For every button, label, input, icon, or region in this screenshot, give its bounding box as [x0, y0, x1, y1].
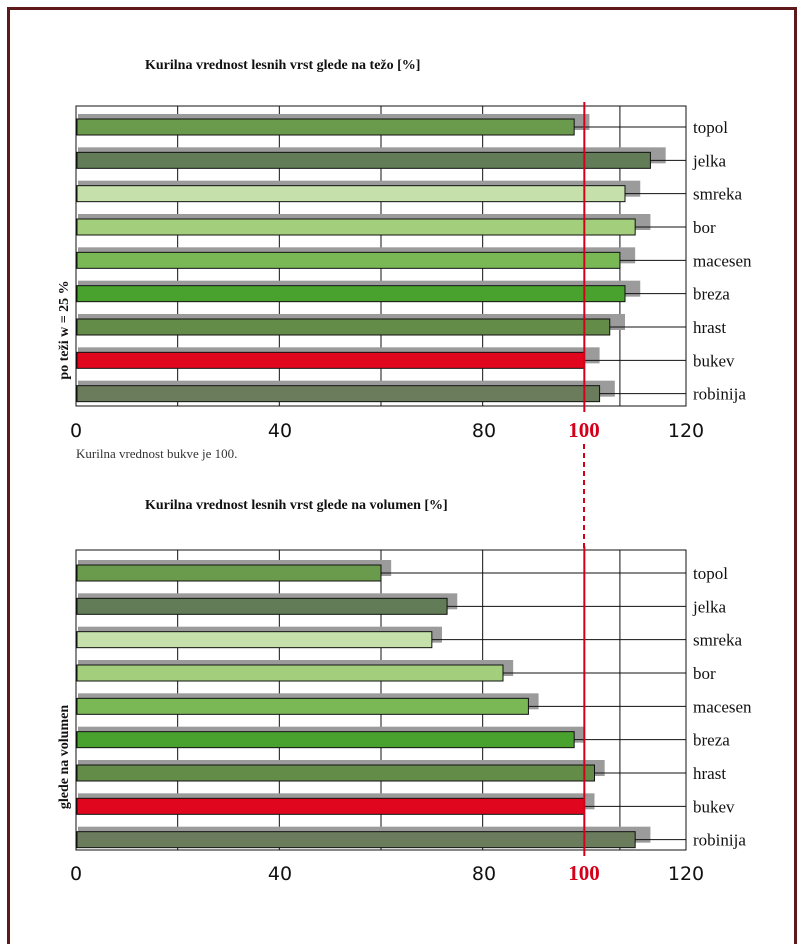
category-label-0-jelka: jelka: [692, 151, 726, 170]
bar-0-breza: [76, 285, 626, 303]
bar-0-macesen: [76, 251, 621, 269]
category-label-1-macesen: macesen: [693, 697, 752, 716]
bar-1-bor: [76, 664, 504, 682]
category-label-1-breza: breza: [693, 731, 730, 750]
category-label-0-bukev: bukev: [693, 351, 735, 370]
bar-0-robinija: [76, 385, 601, 403]
page-frame: [7, 7, 797, 944]
bar-1-robinija: [76, 831, 636, 849]
tick-label-0-0: 0: [70, 420, 82, 442]
bar-0-jelka: [76, 151, 651, 169]
y-axis-label-1: glede na volumen: [57, 705, 72, 809]
category-label-1-robinija: robinija: [693, 831, 746, 850]
bar-0-topol: [76, 118, 575, 136]
tick-label-0-80: 80: [472, 420, 496, 442]
tick-label-0-40: 40: [268, 420, 292, 442]
category-label-1-bor: bor: [693, 664, 716, 683]
tick-label-0-120: 120: [668, 420, 704, 442]
category-label-1-bukev: bukev: [693, 797, 735, 816]
category-label-1-jelka: jelka: [692, 597, 726, 616]
tick-label-1-80: 80: [472, 863, 496, 885]
bar-1-topol: [76, 564, 382, 582]
category-label-0-robinija: robinija: [693, 385, 746, 404]
bar-1-hrast: [76, 764, 595, 782]
bar-1-smreka: [76, 631, 433, 649]
tick-label-1-120: 120: [668, 863, 704, 885]
category-label-0-breza: breza: [693, 285, 730, 304]
category-label-0-topol: topol: [693, 118, 728, 137]
bar-1-breza: [76, 731, 575, 749]
category-label-0-smreka: smreka: [693, 185, 743, 204]
tick-label-1-100: 100: [568, 861, 600, 885]
category-label-0-macesen: macesen: [693, 251, 752, 270]
bar-1-macesen: [76, 697, 529, 715]
bar-0-smreka: [76, 185, 626, 203]
bar-0-hrast: [76, 318, 611, 336]
tick-label-0-100: 100: [568, 418, 600, 442]
chart-title-volume: Kurilna vrednost lesnih vrst glede na vo…: [145, 498, 448, 513]
bar-1-bukev: [76, 797, 585, 815]
bar-0-bor: [76, 218, 636, 236]
category-label-0-bor: bor: [693, 218, 716, 237]
category-label-1-topol: topol: [693, 564, 728, 583]
category-label-1-smreka: smreka: [693, 631, 743, 650]
bar-0-bukev: [76, 351, 585, 369]
tick-label-1-0: 0: [70, 863, 82, 885]
y-axis-label-0: po teži w = 25 %: [57, 280, 72, 379]
chart-note: Kurilna vrednost bukve je 100.: [76, 446, 238, 461]
bar-1-jelka: [76, 597, 448, 615]
tick-label-1-40: 40: [268, 863, 292, 885]
category-label-1-hrast: hrast: [693, 764, 726, 783]
chart-title-weight: Kurilna vrednost lesnih vrst glede na te…: [145, 58, 421, 73]
category-label-0-hrast: hrast: [693, 318, 726, 337]
